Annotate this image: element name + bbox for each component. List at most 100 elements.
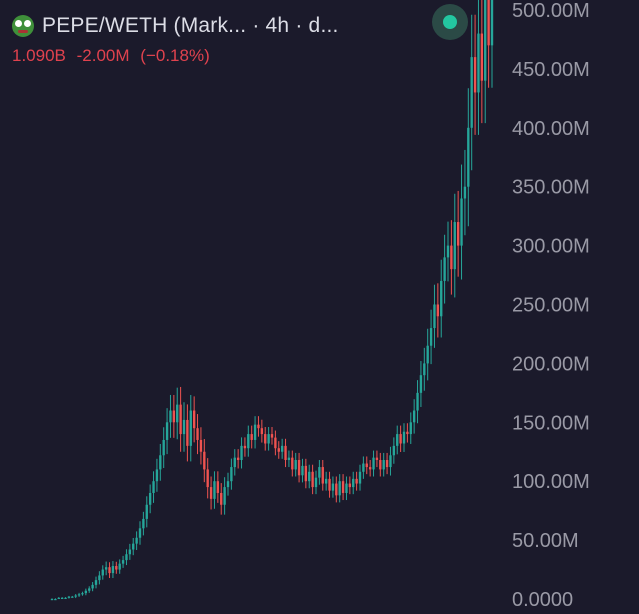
candle-up xyxy=(84,590,88,594)
price-value: 1.090B xyxy=(12,46,66,65)
chart-header: PEPE/WETH (Mark... · 4h · d... 1.090B -2… xyxy=(12,14,339,66)
candle-up xyxy=(331,483,335,491)
candle-up xyxy=(429,328,433,346)
candle-up xyxy=(402,431,406,444)
candle-up xyxy=(484,0,487,81)
candle-down xyxy=(321,467,324,484)
y-tick-label: 150.00M xyxy=(512,412,590,434)
candle-up xyxy=(54,599,57,601)
candle-up xyxy=(287,457,291,460)
candle-up xyxy=(467,127,470,187)
candle-up xyxy=(162,439,165,456)
candle-up xyxy=(223,487,226,505)
candle-up xyxy=(423,363,426,376)
candle-down xyxy=(260,428,264,435)
candle-up xyxy=(409,422,412,435)
candle-up xyxy=(392,445,396,456)
live-button[interactable] xyxy=(432,4,468,40)
candle-down xyxy=(436,304,440,317)
candle-down xyxy=(379,459,382,470)
candle-up xyxy=(226,481,230,488)
candle-down xyxy=(304,465,308,482)
candle-up xyxy=(132,543,135,550)
candle-up xyxy=(155,469,159,482)
candle-down xyxy=(192,410,196,429)
candle-up xyxy=(104,567,108,570)
candle-up xyxy=(145,504,148,519)
candle-down xyxy=(270,434,274,438)
candle-up xyxy=(88,588,91,591)
candle-down xyxy=(487,0,490,46)
candle-up xyxy=(64,597,67,600)
candle-up xyxy=(446,245,450,258)
candle-down xyxy=(196,428,199,440)
candle-up xyxy=(463,186,467,199)
candle-up xyxy=(121,560,125,564)
candle-down xyxy=(406,431,409,435)
candle-up xyxy=(453,222,456,270)
candle-up xyxy=(101,569,104,576)
candle-down xyxy=(399,434,402,444)
candle-up xyxy=(213,481,216,499)
candles-layer xyxy=(50,0,494,601)
candle-down xyxy=(291,457,294,470)
candle-up xyxy=(253,424,257,440)
candle-down xyxy=(297,459,301,476)
candle-up xyxy=(345,483,348,493)
candle-up xyxy=(135,537,138,544)
candle-down xyxy=(311,471,314,488)
candle-up xyxy=(412,410,416,423)
candle-down xyxy=(257,424,260,429)
candle-up xyxy=(294,459,297,470)
candle-up xyxy=(460,198,463,246)
candle-down xyxy=(375,457,379,460)
candle-up xyxy=(382,459,385,470)
candle-up xyxy=(142,518,145,529)
candle-down xyxy=(385,459,389,468)
candle-up xyxy=(60,597,64,600)
candle-down xyxy=(199,439,203,452)
candle-down xyxy=(216,481,220,493)
candle-up xyxy=(247,434,250,449)
candle-up xyxy=(396,434,399,446)
candle-down xyxy=(355,478,358,484)
candle-up xyxy=(443,257,446,281)
candle-up xyxy=(419,375,423,393)
candle-down xyxy=(480,33,484,81)
candle-up xyxy=(67,596,71,598)
price-change: -2.00M xyxy=(76,46,130,65)
candle-up xyxy=(77,594,81,596)
candle-up xyxy=(50,599,54,601)
candle-up xyxy=(416,392,419,411)
candle-up xyxy=(233,457,236,468)
candle-up xyxy=(372,457,375,470)
candle-up xyxy=(314,477,318,488)
candle-up xyxy=(94,580,98,585)
candle-down xyxy=(206,469,209,488)
candle-down xyxy=(450,245,453,270)
y-tick-label: 400.00M xyxy=(512,118,590,140)
candle-up xyxy=(74,595,77,597)
candle-down xyxy=(348,483,352,488)
candle-up xyxy=(152,481,155,493)
candle-down xyxy=(243,445,247,449)
candle-down xyxy=(115,566,118,570)
candle-up xyxy=(169,410,172,423)
candle-up xyxy=(426,345,429,364)
candle-up xyxy=(477,33,480,93)
y-tick-label: 100.00M xyxy=(512,471,590,493)
candle-up xyxy=(159,455,162,470)
y-tick-label: 0.0000 xyxy=(512,589,573,611)
candle-up xyxy=(324,478,328,484)
candle-up xyxy=(148,492,152,505)
candle-up xyxy=(358,471,362,484)
candle-up xyxy=(91,584,94,589)
pepe-frog-icon xyxy=(12,15,34,37)
pair-title[interactable]: PEPE/WETH (Mark... · 4h · d... xyxy=(42,14,339,37)
candle-up xyxy=(440,280,443,317)
candle-up xyxy=(176,404,179,423)
live-dot-icon xyxy=(443,15,457,29)
candle-up xyxy=(362,463,365,472)
y-tick-label: 350.00M xyxy=(512,177,590,199)
